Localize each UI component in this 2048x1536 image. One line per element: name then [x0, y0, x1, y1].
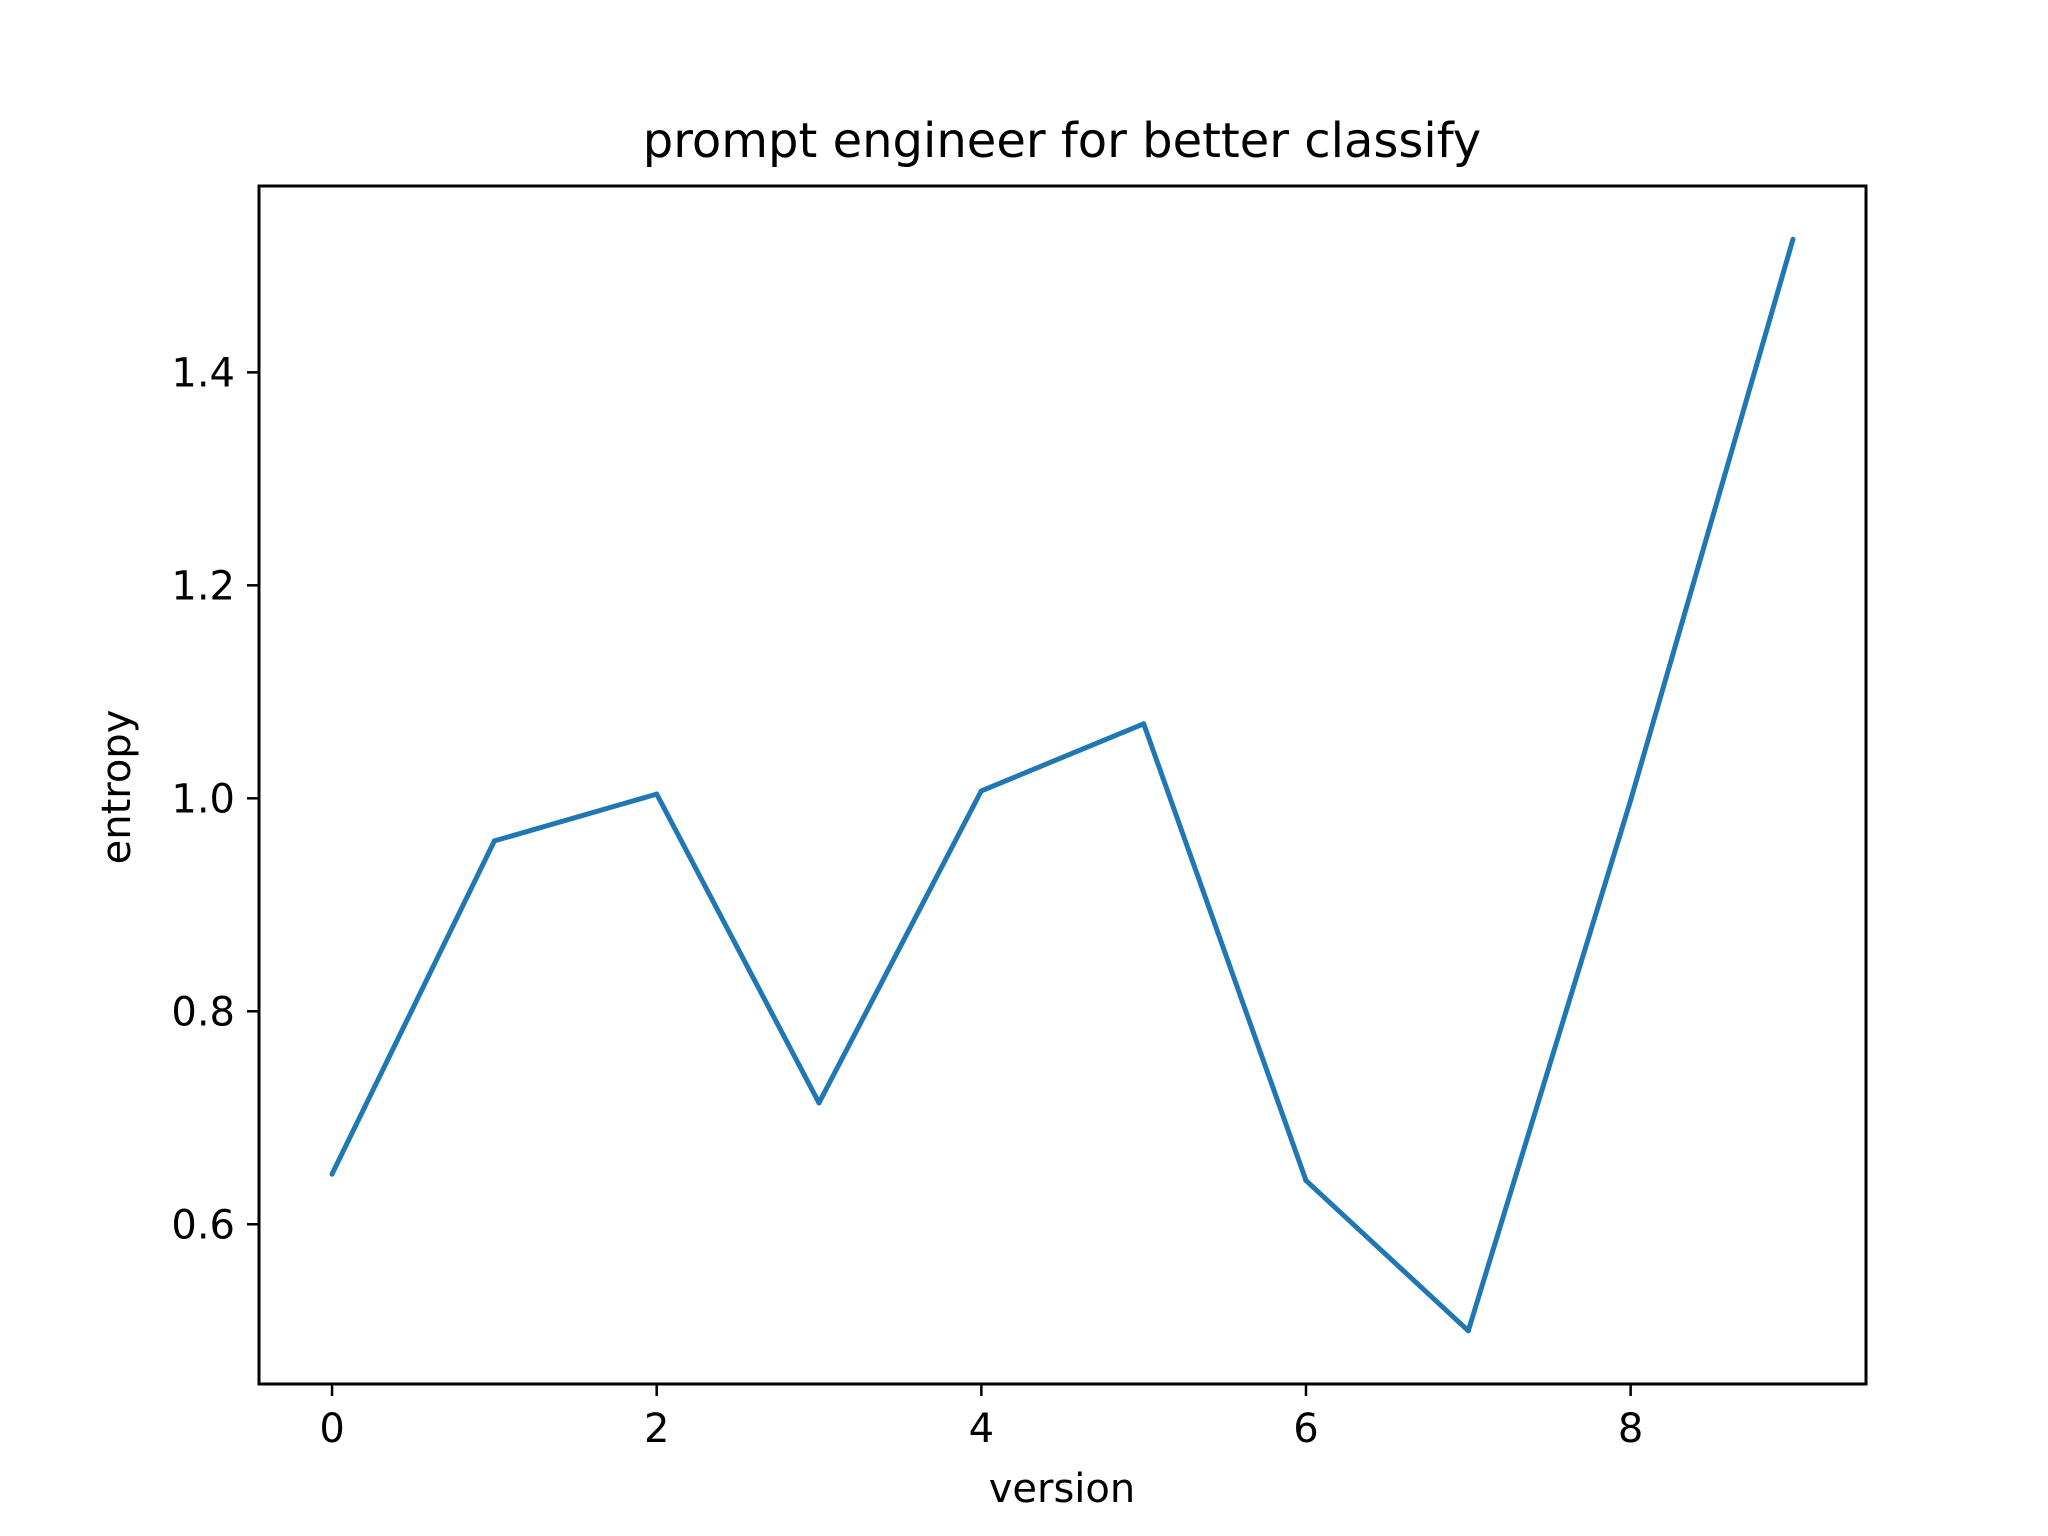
data-point	[491, 838, 497, 844]
data-point	[1303, 1178, 1309, 1184]
data-point	[654, 791, 660, 797]
x-tick-label: 0	[319, 1406, 344, 1452]
series-line	[329, 238, 1796, 1334]
data-point	[329, 1171, 335, 1177]
data-point	[1628, 797, 1634, 803]
y-tick-label: 0.8	[171, 989, 235, 1035]
plot-area	[257, 184, 1868, 1386]
data-point	[1790, 236, 1796, 242]
y-tick-label: 1.2	[171, 563, 235, 609]
data-point	[816, 1100, 822, 1106]
y-axis: 0.6 0.8 1.0 1.2 1.4	[171, 350, 259, 1248]
x-tick-label: 8	[1618, 1406, 1643, 1452]
data-point	[978, 788, 984, 794]
x-axis-label: version	[989, 1466, 1136, 1512]
x-tick-label: 4	[969, 1406, 994, 1452]
x-tick-label: 2	[644, 1406, 669, 1452]
y-tick-label: 0.6	[171, 1202, 235, 1248]
axes-frame	[257, 184, 1868, 1386]
x-axis: 0 2 4 6 8	[319, 1384, 1643, 1452]
data-point	[1141, 721, 1147, 727]
chart-title: prompt engineer for better classify	[643, 113, 1481, 169]
series-layer	[329, 236, 1796, 1334]
y-tick-label: 1.4	[171, 350, 235, 396]
x-tick-label: 6	[1293, 1406, 1318, 1452]
y-axis-label: entropy	[94, 710, 140, 865]
y-tick-label: 1.0	[171, 776, 235, 822]
data-point	[1465, 1328, 1471, 1334]
